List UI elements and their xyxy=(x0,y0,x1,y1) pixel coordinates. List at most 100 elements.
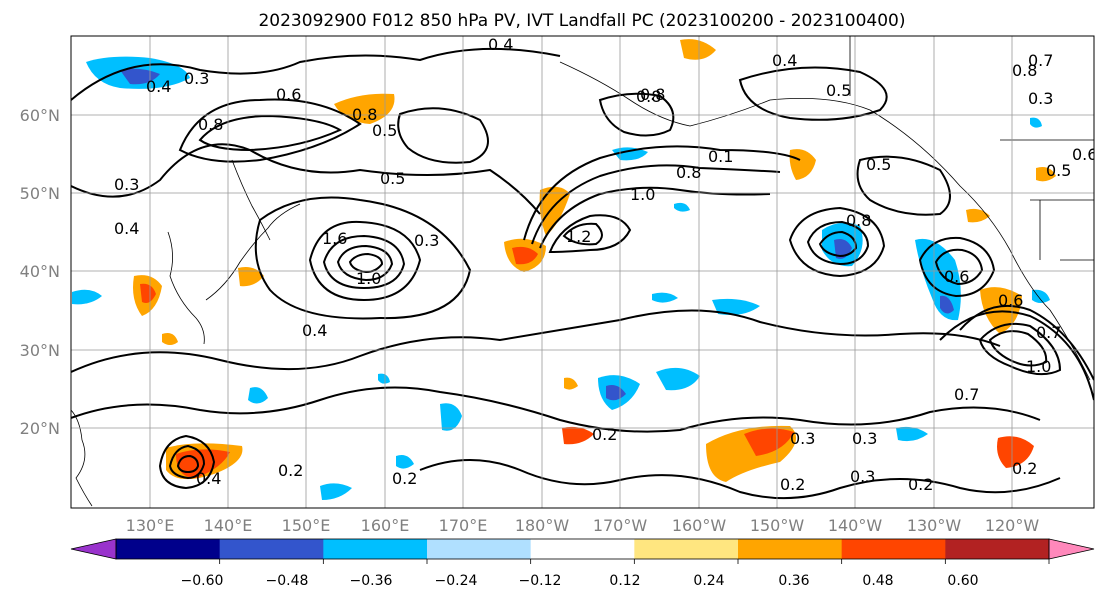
contour-line xyxy=(71,143,541,215)
contour-line xyxy=(71,386,1041,433)
lat-label: 50°N xyxy=(20,184,60,203)
colorbar-segment xyxy=(945,539,1050,559)
contour-line xyxy=(176,454,200,474)
negative-anomaly-region xyxy=(248,387,268,404)
contour-label: 0.4 xyxy=(146,77,171,96)
colorbar-tick-labels: −0.60 −0.48 −0.36 −0.24 −0.12 0.12 0.24 … xyxy=(181,573,979,589)
coastline-asia xyxy=(71,409,93,507)
contour-label: 0.8 xyxy=(676,163,701,182)
contour-label: 0.2 xyxy=(780,475,805,494)
positive-anomaly-core xyxy=(562,426,594,445)
contour-line xyxy=(856,155,951,216)
contour-line xyxy=(348,252,384,274)
contour-label: 0.4 xyxy=(302,321,327,340)
contour-line xyxy=(158,434,216,490)
colorbar-tick-label: 0.48 xyxy=(862,573,893,589)
lon-label: 130°W xyxy=(907,516,962,535)
contour-label: 0.4 xyxy=(488,35,513,54)
contour-line xyxy=(531,164,781,245)
lat-label: 40°N xyxy=(20,262,60,281)
contour-label: 1.0 xyxy=(630,185,655,204)
negative-anomaly-region xyxy=(1032,289,1050,303)
lat-label: 30°N xyxy=(20,341,60,360)
contour-line xyxy=(539,186,771,249)
contour-line xyxy=(397,107,489,164)
political-borders xyxy=(849,36,1094,261)
coastline-sakhalin xyxy=(231,159,271,241)
positive-anomaly-region xyxy=(789,149,816,180)
contour-label: 0.7 xyxy=(1028,51,1053,70)
contour-line xyxy=(548,214,632,254)
contour-line xyxy=(178,98,362,163)
contour-line xyxy=(988,330,1048,367)
colorbar-segment xyxy=(841,539,946,559)
colorbar-segments xyxy=(71,538,1094,560)
contour-label: 0.1 xyxy=(708,147,733,166)
colorbar-segment xyxy=(738,539,843,559)
positive-anomaly-core xyxy=(140,283,156,303)
contour-label: 0.2 xyxy=(1012,459,1037,478)
lon-label: 140°W xyxy=(828,516,883,535)
colorbar: −0.60 −0.48 −0.36 −0.24 −0.12 0.12 0.24 … xyxy=(70,538,1095,589)
contour-line xyxy=(818,230,858,258)
lon-label: 170°E xyxy=(439,516,488,535)
map-panel: 0.4 0.3 0.4 0.6 0.8 0.8 0.5 0.3 0.5 0.4 … xyxy=(70,35,1095,509)
contour-line xyxy=(419,459,1061,500)
contour-line xyxy=(198,114,343,152)
lon-label: 120°W xyxy=(985,516,1040,535)
lat-label: 60°N xyxy=(20,106,60,125)
contour-line xyxy=(788,206,886,278)
colorbar-segment xyxy=(530,539,635,559)
contour-line xyxy=(738,66,888,121)
coastline-korea xyxy=(167,231,205,345)
colorbar-tick-label: 0.12 xyxy=(609,573,640,589)
contour-label: 0.8 xyxy=(1012,61,1037,80)
contour-label: 0.2 xyxy=(392,469,417,488)
coastline-north-america xyxy=(559,61,1091,381)
colorbar-extend-low xyxy=(70,538,117,560)
contour-labels: 0.4 0.3 0.4 0.6 0.8 0.8 0.5 0.3 0.5 0.4 … xyxy=(114,35,1094,494)
contour-label: 0.4 xyxy=(772,51,797,70)
contour-label: 0.3 xyxy=(852,429,877,448)
lon-label: 160°E xyxy=(361,516,410,535)
contour-label: 0.3 xyxy=(114,175,139,194)
colorbar-tick-label: 0.60 xyxy=(947,573,978,589)
lon-label: 140°E xyxy=(204,516,253,535)
contour-label: 0.8 xyxy=(846,211,871,230)
contour-label: 0.3 xyxy=(790,429,815,448)
contour-label: 0.4 xyxy=(114,219,139,238)
positive-anomaly-region xyxy=(680,39,716,60)
contour-label: 0.8 xyxy=(636,87,661,106)
negative-anomaly-region xyxy=(396,455,414,469)
colorbar-tick-label: −0.36 xyxy=(350,573,393,589)
contour-label: 1.0 xyxy=(1026,357,1051,376)
colorbar-ticks xyxy=(219,559,1050,564)
contour-label: 1.0 xyxy=(356,269,381,288)
colorbar-segment xyxy=(116,539,221,559)
contour-line xyxy=(918,236,996,298)
positive-anomaly-core xyxy=(512,246,538,265)
colorbar-tick-label: −0.12 xyxy=(519,573,562,589)
contour-label: 0.2 xyxy=(278,461,303,480)
coastline-japan xyxy=(205,203,301,301)
contour-line xyxy=(598,92,675,137)
colorbar-segment xyxy=(1049,539,1094,559)
lon-label: 170°W xyxy=(593,516,648,535)
contour-line xyxy=(168,444,206,480)
colorbar-tick-label: −0.60 xyxy=(181,573,224,589)
contour-label: 0.3 xyxy=(1028,89,1053,108)
contour-label: 0.4 xyxy=(196,469,221,488)
contour-label: 0.5 xyxy=(372,121,397,140)
contour-label: 0.8 xyxy=(640,85,665,104)
colorbar-segment xyxy=(634,539,739,559)
contour-line xyxy=(71,47,561,101)
colorbar-tick-label: −0.48 xyxy=(266,573,309,589)
positive-anomaly-region xyxy=(162,333,178,345)
negative-anomaly-region xyxy=(320,483,352,500)
positive-anomaly-region xyxy=(1036,167,1056,182)
contour-label: 0.5 xyxy=(826,81,851,100)
contour-label: 0.7 xyxy=(954,385,979,404)
positive-anomaly-region xyxy=(564,377,578,390)
colorbar-segment xyxy=(323,539,428,559)
